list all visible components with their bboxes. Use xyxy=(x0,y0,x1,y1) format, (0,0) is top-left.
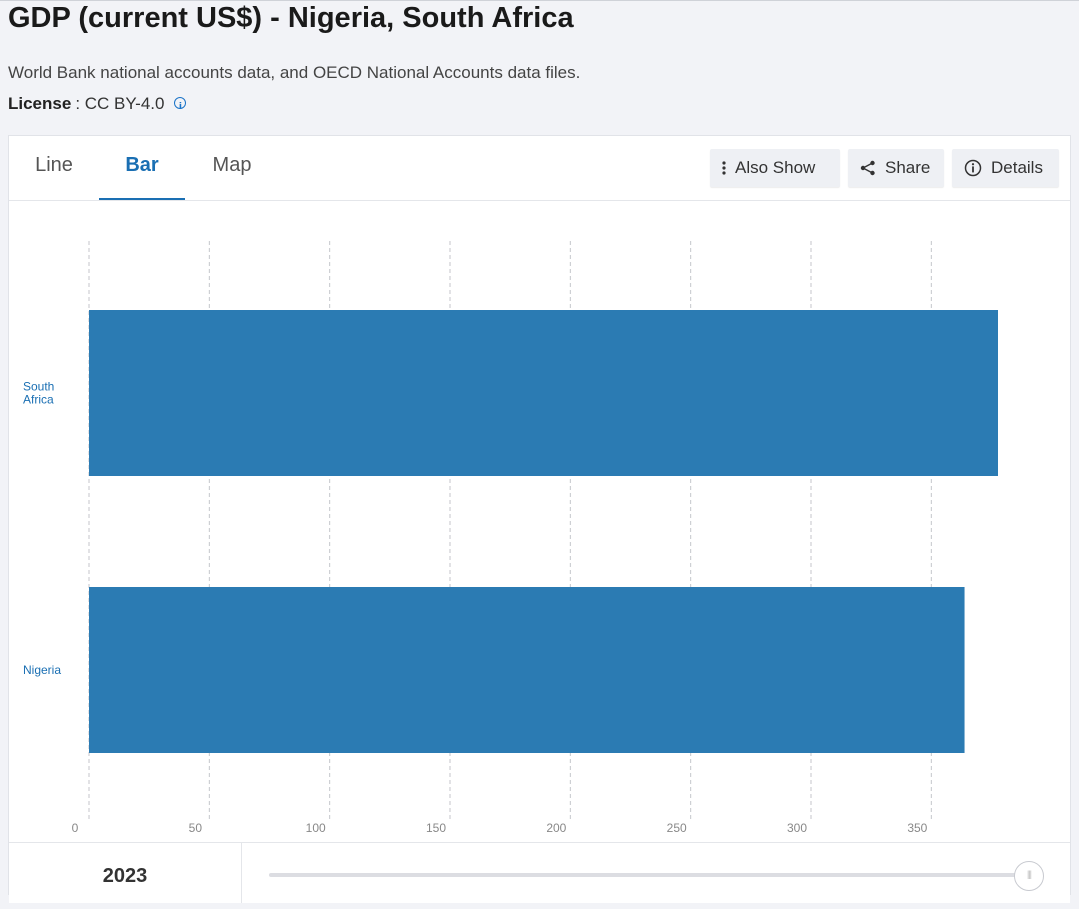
also-show-label: Also Show xyxy=(735,158,816,177)
share-button[interactable]: Share xyxy=(848,149,944,187)
license-label: License xyxy=(8,94,72,113)
x-tick-label: 300 xyxy=(787,821,807,835)
bar-south-africa[interactable] xyxy=(89,310,998,476)
x-tick-label: 0 xyxy=(72,821,79,835)
bar-chart: South Africa Nigeria 0 50 100 150 200 250 300 350 xyxy=(23,241,998,835)
selected-year: 2023 xyxy=(9,843,242,903)
share-icon xyxy=(860,160,876,176)
license-value: : CC BY-4.0 xyxy=(75,94,165,113)
x-tick-label: 200 xyxy=(546,821,566,835)
details-label: Details xyxy=(991,158,1043,177)
share-label: Share xyxy=(885,158,931,177)
tab-line[interactable]: Line xyxy=(35,154,73,176)
year-slider-handle[interactable] xyxy=(1014,861,1044,891)
chart-tabs: Line Bar Map Also Show Share Details xyxy=(9,136,1070,201)
x-tick-label: 150 xyxy=(426,821,446,835)
year-slider-track[interactable] xyxy=(269,873,1029,877)
x-tick-label: 50 xyxy=(189,821,203,835)
x-tick-label: 250 xyxy=(667,821,687,835)
also-show-button[interactable]: Also Show xyxy=(710,149,840,187)
top-divider xyxy=(0,0,1079,1)
x-tick-label: 350 xyxy=(907,821,927,835)
category-label: South Africa xyxy=(23,380,54,407)
license-line: License : CC BY-4.0 xyxy=(8,93,187,118)
time-footer: 2023 xyxy=(9,842,1070,903)
details-button[interactable]: Details xyxy=(952,149,1059,187)
more-vertical-icon xyxy=(722,161,726,175)
x-tick-label: 100 xyxy=(306,821,326,835)
info-icon[interactable] xyxy=(174,96,187,118)
info-circle-icon xyxy=(964,159,982,177)
bar-nigeria[interactable] xyxy=(89,587,965,753)
category-label: Nigeria xyxy=(23,663,61,677)
tab-map[interactable]: Map xyxy=(212,154,252,176)
page-title: GDP (current US$) - Nigeria, South Afric… xyxy=(8,2,574,34)
chart-panel: Line Bar Map Also Show Share Details Sou… xyxy=(8,135,1071,903)
tab-bar[interactable]: Bar xyxy=(99,136,185,200)
source-text: World Bank national accounts data, and O… xyxy=(8,63,581,82)
